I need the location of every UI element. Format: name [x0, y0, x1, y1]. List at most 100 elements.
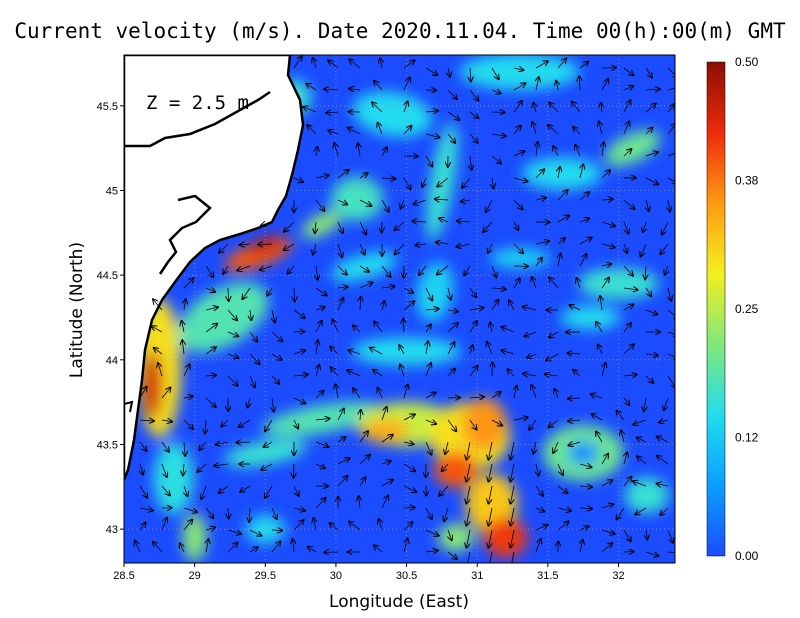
velocity-arrow: [645, 89, 660, 90]
speed-patch: [182, 513, 207, 562]
velocity-arrow: [491, 392, 501, 399]
velocity-arrow: [206, 539, 208, 553]
velocity-arrow: [316, 340, 318, 355]
velocity-arrow: [180, 543, 184, 553]
velocity-arrow: [337, 298, 343, 311]
velocity-arrow: [579, 76, 580, 91]
velocity-arrow: [558, 254, 561, 267]
x-tick-label: 28.5: [113, 570, 134, 582]
velocity-arrow: [272, 397, 274, 412]
velocity-arrow: [425, 529, 439, 536]
velocity-arrow: [154, 348, 163, 355]
velocity-arrow: [347, 370, 361, 377]
velocity-arrow: [469, 89, 478, 101]
velocity-arrow: [641, 243, 647, 257]
velocity-arrow: [161, 485, 170, 495]
speed-patch: [248, 235, 283, 254]
velocity-arrow: [447, 369, 455, 377]
velocity-arrow: [183, 520, 192, 531]
velocity-arrow: [359, 221, 366, 234]
velocity-arrow: [535, 169, 544, 179]
velocity-arrow: [488, 441, 493, 460]
velocity-arrow: [623, 265, 633, 276]
velocity-arrow: [487, 342, 493, 355]
velocity-arrow: [573, 370, 581, 377]
velocity-arrow: [205, 419, 206, 434]
velocity-arrow: [419, 265, 427, 275]
velocity-arrow: [464, 265, 471, 275]
velocity-arrow: [456, 244, 471, 247]
velocity-arrow: [382, 301, 385, 311]
velocity-arrow: [511, 551, 515, 563]
velocity-arrow: [249, 529, 261, 536]
x-tick-label: 31.5: [537, 570, 558, 582]
velocity-arrow: [466, 529, 471, 548]
velocity-arrow: [469, 308, 484, 310]
velocity-arrow: [489, 551, 493, 563]
velocity-arrow: [580, 540, 583, 553]
velocity-arrow: [645, 309, 657, 314]
velocity-arrow: [531, 385, 537, 399]
velocity-arrow: [491, 288, 506, 289]
velocity-arrow: [139, 485, 147, 498]
velocity-arrow: [293, 350, 305, 354]
velocity-arrow: [667, 177, 675, 183]
velocity-arrow: [667, 87, 675, 90]
velocity-arrow: [337, 200, 347, 204]
velocity-arrow: [513, 151, 524, 157]
velocity-arrow: [436, 242, 449, 244]
velocity-arrow: [316, 147, 317, 157]
velocity-arrow: [466, 507, 471, 526]
velocity-arrow: [557, 238, 565, 245]
velocity-arrow: [370, 348, 383, 355]
velocity-arrow: [592, 414, 603, 421]
velocity-arrow: [645, 551, 658, 556]
velocity-arrow: [645, 375, 653, 383]
velocity-arrow: [623, 323, 631, 333]
chart-title: Current velocity (m/s). Date 2020.11.04.…: [14, 19, 786, 43]
velocity-arrow: [623, 397, 629, 405]
velocity-arrow: [447, 133, 455, 143]
velocity-arrow: [553, 146, 559, 157]
velocity-arrow: [331, 367, 339, 377]
y-tick-label: 43.5: [97, 439, 118, 451]
velocity-arrow: [602, 142, 604, 157]
velocity-arrow: [359, 265, 369, 272]
velocity-arrow: [313, 243, 316, 255]
y-tick-label: 44: [106, 355, 118, 367]
velocity-arrow: [228, 287, 229, 301]
velocity-arrow: [205, 347, 216, 355]
x-axis-label: Longitude (East): [329, 592, 469, 612]
velocity-arrow: [668, 287, 671, 301]
velocity-arrow: [381, 461, 391, 464]
velocity-arrow: [271, 530, 282, 531]
speed-patch: [521, 157, 602, 190]
velocity-arrow: [507, 369, 515, 377]
velocity-arrow: [260, 265, 273, 270]
velocity-arrow: [623, 375, 637, 376]
velocity-arrow: [205, 397, 216, 407]
velocity-arrow: [532, 277, 537, 289]
speed-patch: [416, 262, 454, 322]
velocity-arrow: [425, 420, 436, 424]
velocity-arrow: [524, 331, 537, 336]
velocity-arrow: [271, 507, 277, 519]
velocity-arrow: [657, 456, 669, 465]
velocity-arrow: [488, 507, 493, 526]
speed-patch: [245, 515, 286, 544]
velocity-arrow: [567, 353, 581, 354]
velocity-arrow: [579, 192, 589, 201]
colorbar-tick-label: 0.25: [735, 302, 759, 316]
velocity-arrow: [491, 155, 501, 163]
y-tick-label: 44.5: [97, 270, 118, 282]
velocity-arrow: [161, 518, 167, 531]
velocity-arrow: [527, 354, 537, 358]
velocity-arrow: [645, 152, 658, 156]
velocity-arrow: [633, 419, 647, 425]
velocity-arrow: [601, 504, 613, 508]
velocity-arrow: [381, 178, 395, 179]
velocity-arrow: [293, 397, 305, 403]
velocity-arrow: [467, 551, 471, 563]
velocity-arrow: [242, 287, 251, 299]
speed-patch: [223, 439, 307, 467]
